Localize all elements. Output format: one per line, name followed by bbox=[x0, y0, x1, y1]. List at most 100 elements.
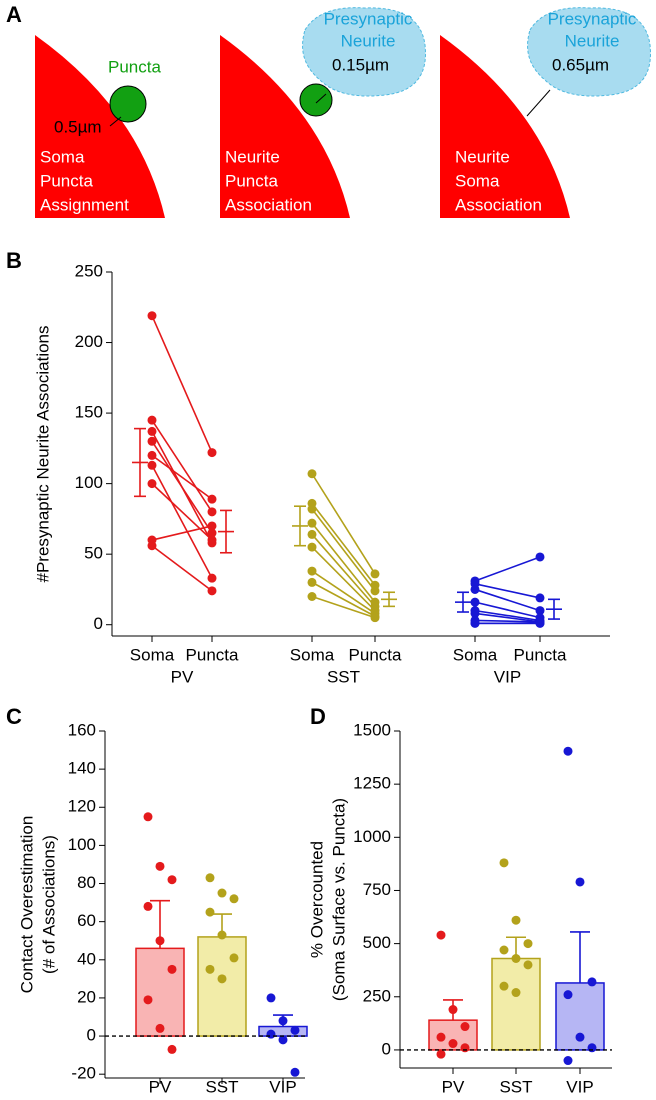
dot bbox=[499, 981, 509, 991]
x-tick-label: VIP bbox=[566, 1077, 593, 1096]
dot bbox=[370, 586, 380, 596]
soma-shape bbox=[35, 35, 165, 218]
pair-line bbox=[311, 581, 376, 617]
dot bbox=[167, 1044, 177, 1054]
bar bbox=[491, 957, 541, 1051]
dot bbox=[207, 448, 217, 458]
x-tick-label: Soma bbox=[453, 645, 498, 664]
dot bbox=[535, 552, 545, 562]
dot bbox=[229, 953, 239, 963]
dot bbox=[167, 875, 177, 885]
panel-text: Soma bbox=[40, 147, 85, 166]
dot bbox=[511, 915, 521, 925]
dot bbox=[143, 995, 153, 1005]
pair-line bbox=[151, 483, 213, 541]
y-tick-label: 0 bbox=[94, 614, 103, 633]
dot bbox=[217, 974, 227, 984]
dot bbox=[535, 606, 545, 616]
y-tick-label: 250 bbox=[75, 261, 103, 280]
dot bbox=[470, 597, 480, 607]
soma-shape bbox=[220, 35, 350, 218]
dot bbox=[511, 988, 521, 998]
x-tick-label: VIP bbox=[269, 1077, 296, 1096]
dot bbox=[147, 479, 157, 489]
dot bbox=[155, 936, 165, 946]
y-tick-label: 120 bbox=[68, 797, 96, 816]
dot bbox=[499, 858, 509, 868]
dot bbox=[307, 529, 317, 539]
dot bbox=[307, 504, 317, 514]
x-tick-label: Puncta bbox=[514, 645, 567, 664]
panel-a: A Puncta 0.5µm Soma Puncta Assignment Pr… bbox=[6, 2, 651, 218]
bar bbox=[258, 1025, 308, 1037]
dot bbox=[147, 426, 157, 436]
x-tick-label: PV bbox=[149, 1077, 172, 1096]
dot bbox=[563, 1056, 573, 1066]
dot bbox=[143, 901, 153, 911]
pair-line bbox=[474, 601, 541, 619]
dot bbox=[511, 954, 521, 964]
y-axis-title: Contact Overestimation bbox=[17, 816, 36, 994]
distance-label: 0.15µm bbox=[332, 55, 389, 74]
distance-line bbox=[526, 89, 551, 117]
y-tick-label: 1000 bbox=[353, 827, 391, 846]
y-axis-title: (# of Associations) bbox=[39, 835, 58, 974]
y-tick-label: 100 bbox=[68, 835, 96, 854]
dot bbox=[147, 460, 157, 470]
x-tick-label: Soma bbox=[130, 645, 175, 664]
dot bbox=[278, 1035, 288, 1045]
y-tick-label: 80 bbox=[77, 873, 96, 892]
dot bbox=[155, 861, 165, 871]
x-tick-label: Soma bbox=[290, 645, 335, 664]
y-tick-label: 1500 bbox=[353, 720, 391, 739]
y-tick-label: 0 bbox=[87, 1026, 96, 1045]
pair-line bbox=[311, 508, 376, 592]
panel-text: Association bbox=[455, 195, 542, 214]
distance-label: 0.65µm bbox=[552, 55, 609, 74]
y-tick-label: 250 bbox=[363, 986, 391, 1005]
dot bbox=[587, 1043, 597, 1053]
dot bbox=[460, 1043, 470, 1053]
y-axis-title: #Presynaptic Neurite Associations bbox=[33, 325, 52, 582]
pair-line bbox=[474, 619, 541, 623]
dot bbox=[207, 528, 217, 538]
dot bbox=[207, 573, 217, 583]
dot bbox=[307, 566, 317, 576]
y-tick-label: 160 bbox=[68, 720, 96, 739]
pair-line bbox=[474, 588, 541, 612]
dot bbox=[575, 1032, 585, 1042]
y-tick-label: -20 bbox=[71, 1064, 96, 1083]
dot bbox=[436, 1032, 446, 1042]
pair-line bbox=[474, 556, 541, 582]
panel-label: D bbox=[310, 704, 326, 729]
y-tick-label: 100 bbox=[75, 473, 103, 492]
panel-text: Soma bbox=[455, 171, 500, 190]
pair-line bbox=[311, 502, 376, 586]
dot bbox=[147, 436, 157, 446]
dot bbox=[147, 311, 157, 321]
dot bbox=[587, 977, 597, 987]
puncta bbox=[299, 83, 333, 117]
panel-text: Neurite bbox=[225, 147, 280, 166]
puncta bbox=[109, 85, 147, 123]
pair-line bbox=[151, 419, 213, 513]
distance-line bbox=[109, 116, 122, 127]
x-tick-label: Puncta bbox=[349, 645, 402, 664]
panel-text: Association bbox=[225, 195, 312, 214]
dot bbox=[575, 877, 585, 887]
neurite-blob bbox=[527, 7, 651, 97]
group-label: PV bbox=[171, 667, 194, 686]
pair-line bbox=[151, 525, 213, 541]
panel-text: Puncta bbox=[40, 171, 93, 190]
y-tick-label: 750 bbox=[363, 880, 391, 899]
dot bbox=[217, 888, 227, 898]
y-tick-label: 50 bbox=[84, 544, 103, 563]
pair-line bbox=[474, 583, 541, 599]
dot bbox=[470, 584, 480, 594]
dot bbox=[207, 586, 217, 596]
dot bbox=[523, 960, 533, 970]
pair-line bbox=[151, 464, 213, 579]
dot bbox=[290, 1067, 300, 1077]
dot bbox=[143, 812, 153, 822]
y-tick-label: 0 bbox=[382, 1039, 391, 1058]
